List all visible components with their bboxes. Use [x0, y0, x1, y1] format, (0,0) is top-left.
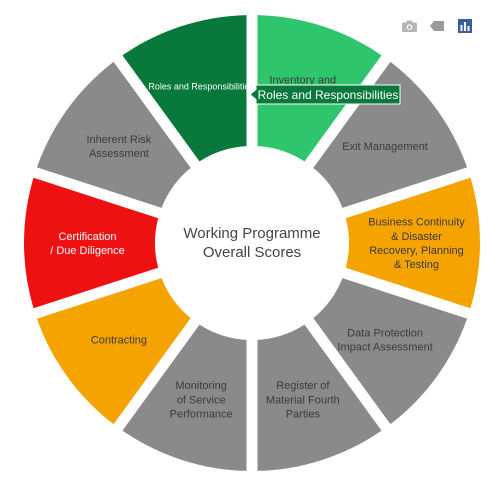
bar-chart-icon[interactable] — [457, 18, 473, 34]
slice-label-monitoring-of-service-performance: Monitoring of Service Performance — [170, 380, 233, 420]
slice-data-protection-impact-assessment[interactable] — [313, 278, 468, 425]
slice-register-of-material-fourth-parties[interactable] — [257, 324, 382, 471]
tag-icon[interactable] — [429, 18, 445, 34]
slice-contracting[interactable] — [36, 278, 191, 425]
slice-labels: Inventory andData QualityExit Management… — [50, 74, 465, 420]
center-title: Working Programme Overall Scores — [183, 225, 320, 261]
slice-label-inherent-risk-assessment: Inherent Risk Assessment — [87, 134, 152, 160]
slice-roles-and-responsibilities[interactable] — [122, 15, 247, 162]
slice-label-exit-management: Exit Management — [342, 141, 428, 153]
slice-label-register-of-material-fourth-parties: Register of Material Fourth Parties — [266, 380, 340, 420]
slice-label-business-continuity-disaster-recovery-planning-testing: Business Continuity & Disaster Recovery, P… — [368, 217, 465, 271]
slice-business-continuity-disaster-recovery-planning-testing[interactable] — [345, 177, 480, 309]
slice-label-contracting: Contracting — [91, 335, 147, 347]
hover-tooltip: Roles and Responsibilities — [249, 84, 401, 105]
slice-inherent-risk-assessment[interactable] — [36, 61, 191, 208]
camera-icon[interactable] — [401, 18, 417, 34]
modebar — [401, 18, 473, 34]
slice-certification-due-diligence[interactable] — [24, 177, 159, 309]
slice-label-data-protection-impact-assessment: Data Protection Impact Assessment — [337, 328, 432, 354]
slice-monitoring-of-service-performance[interactable] — [122, 324, 247, 471]
hover-tooltip-text: Roles and Responsibilities — [258, 88, 399, 102]
slice-label-certification-due-diligence: Certification / Due Diligence — [50, 231, 125, 257]
slices — [24, 15, 480, 471]
slice-label-roles-and-responsibilities: Roles and Responsibilities — [148, 82, 254, 92]
slice-exit-management[interactable] — [313, 61, 468, 208]
